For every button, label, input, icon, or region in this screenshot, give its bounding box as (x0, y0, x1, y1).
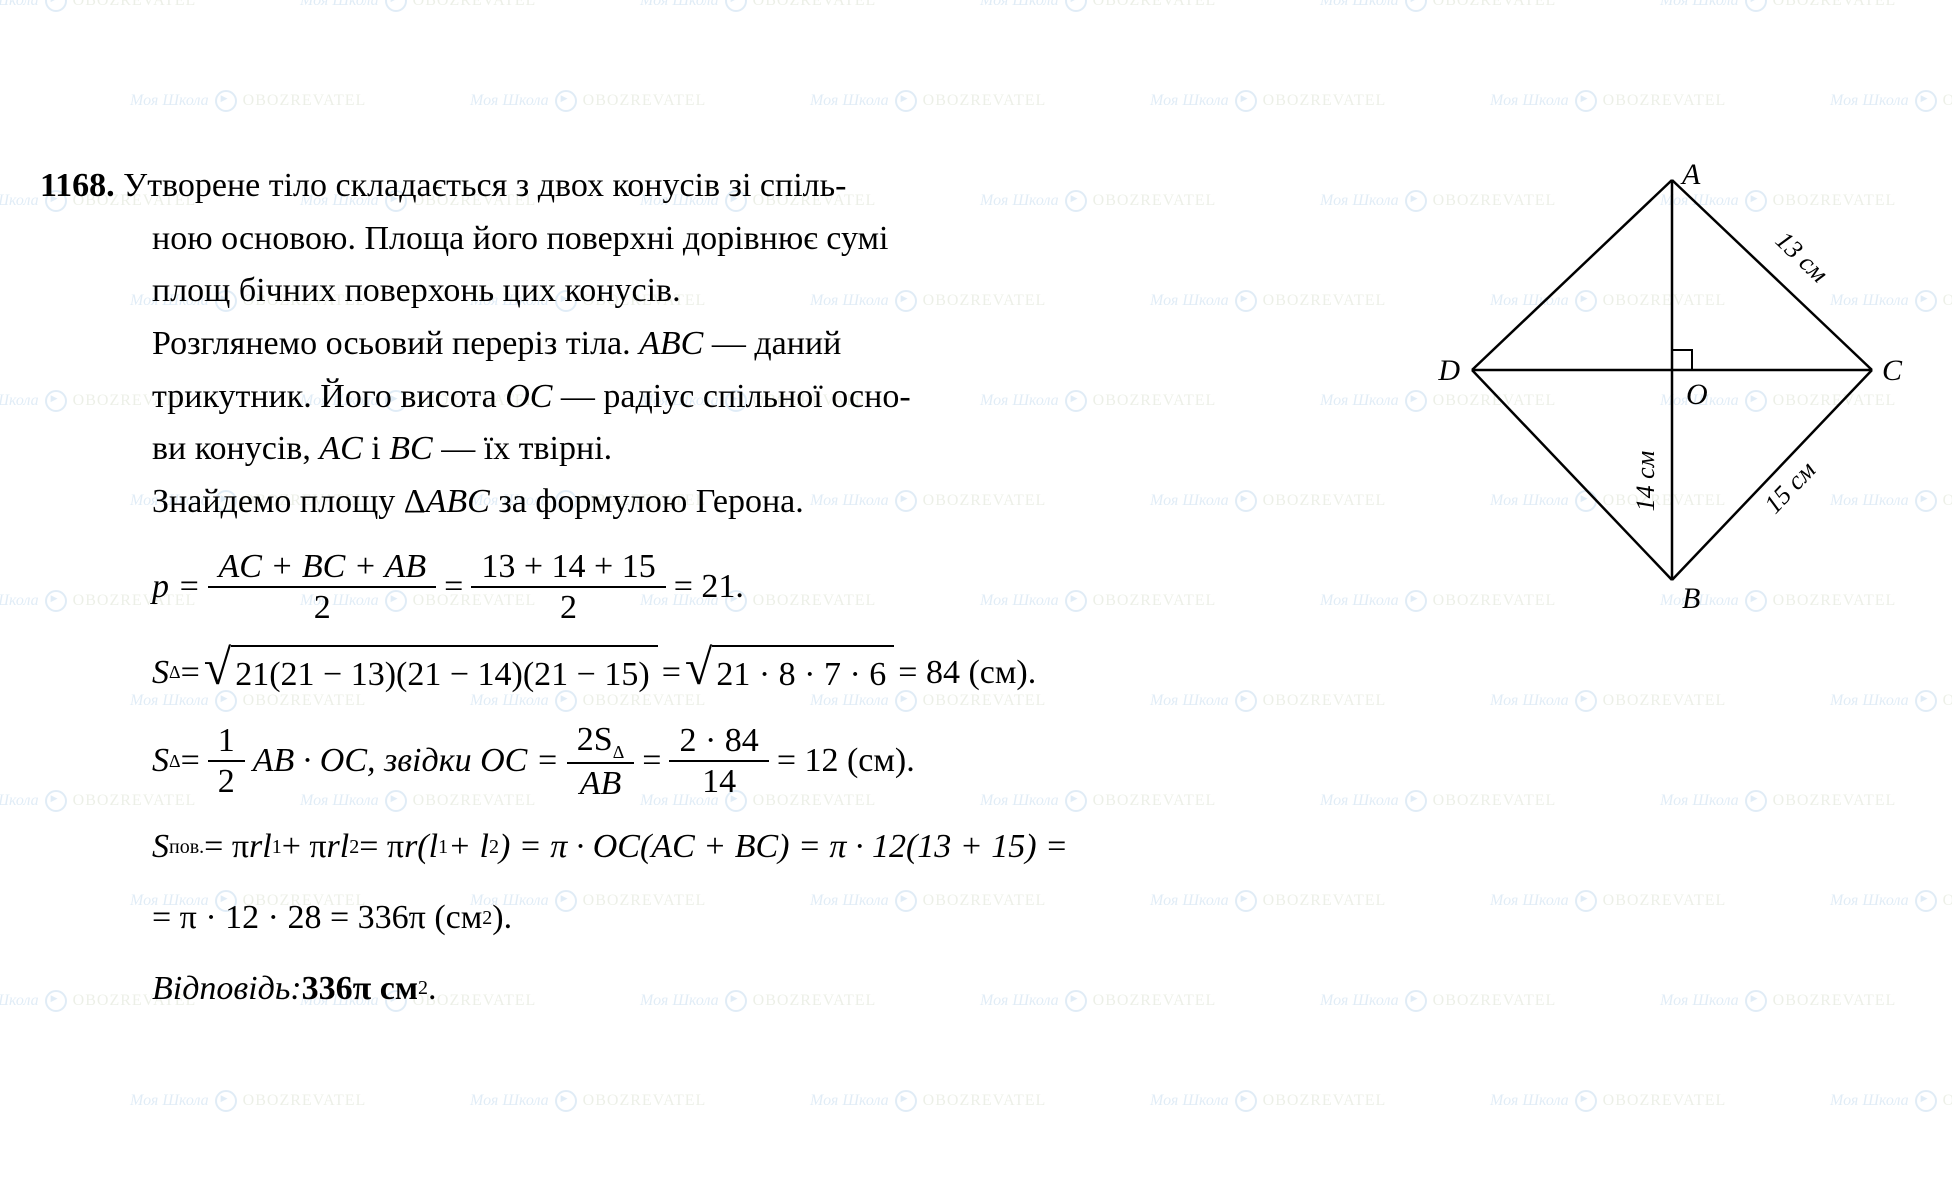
equation-3: SΔ = 1 2 AB · OC, звідки OC = 2SΔ AB = 2… (40, 720, 1432, 804)
p2-l1c: — даний (703, 325, 841, 362)
svg-text:B: B (1682, 582, 1700, 615)
p2-l3b: AC (319, 430, 362, 467)
p1-l2: ною основою. Площа його поверхні дорівню… (40, 213, 1432, 266)
svg-text:O: O (1686, 378, 1708, 411)
equation-4-line2: = π · 12 · 28 = 336π (см2). (40, 892, 1432, 945)
p2-l2a: трикутник. Його висота (152, 378, 505, 415)
p1-l3: площ бічних поверхонь цих конусів. (40, 265, 1432, 318)
svg-text:13 см: 13 см (1770, 225, 1834, 288)
p3c: за формулою Герона. (490, 483, 804, 520)
equation-4-line1: Sпов. = πrl1 + πrl2 = πr(l1 + l2 ) = π ·… (40, 821, 1432, 874)
svg-text:15 см: 15 см (1758, 455, 1821, 519)
svg-text:C: C (1882, 354, 1903, 387)
equation-2: SΔ = √21(21 − 13)(21 − 14)(21 − 15) = √2… (40, 645, 1432, 702)
p2-l1b: ABC (639, 325, 703, 362)
p2-l2b: OC (505, 378, 552, 415)
p3a: Знайдемо площу Δ (152, 483, 426, 520)
p2-l3a: ви конусів, (152, 430, 319, 467)
equation-1: p = AC + BC + AB 2 = 13 + 14 + 15 2 = 21… (40, 547, 1432, 627)
p1-l1: Утворене тіло складається з двох конусів… (123, 167, 846, 204)
p2-l3e: — їх твірні. (433, 430, 612, 467)
rhombus-diagram: A B C D O 13 см 15 см 14 см (1432, 160, 1912, 620)
svg-text:A: A (1680, 160, 1701, 191)
problem-number: 1168. (40, 167, 115, 204)
p2-l3c: і (363, 430, 389, 467)
svg-text:14 см: 14 см (1631, 451, 1660, 512)
svg-text:D: D (1437, 354, 1460, 387)
p3b: ABC (426, 483, 490, 520)
p2-l1a: Розглянемо осьовий переріз тіла. (152, 325, 639, 362)
p2-l3d: BC (389, 430, 432, 467)
answer-line: Відповідь: 336π см2. (40, 963, 1432, 1016)
p2-l2c: — радіус спільної осно- (552, 378, 910, 415)
